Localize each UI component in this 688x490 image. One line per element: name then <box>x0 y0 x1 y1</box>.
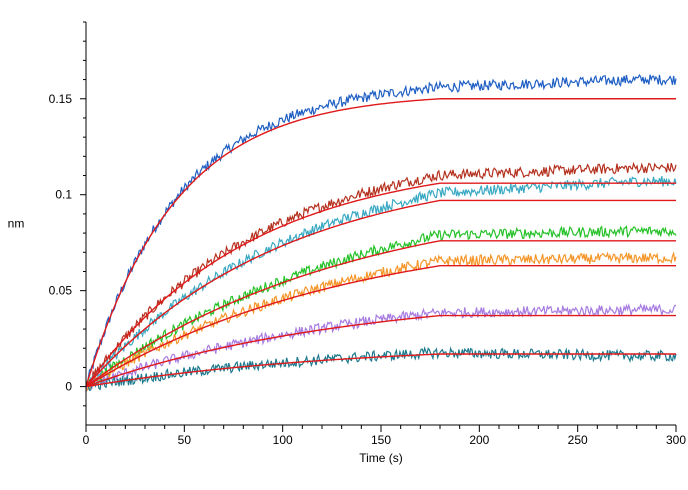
y-tick-label: 0 <box>65 380 72 394</box>
data-series-4 <box>85 225 677 387</box>
fit-series-4 <box>85 240 676 388</box>
y-tick-label: 0.1 <box>55 188 72 202</box>
data-series-2 <box>85 161 677 392</box>
fit-series-5 <box>85 265 676 388</box>
y-tick-label: 0.15 <box>49 92 73 106</box>
x-tick-label: 300 <box>666 433 686 447</box>
x-axis-ticks: 0 50 100 150 200 250 300 <box>83 425 686 447</box>
x-tick-label: 250 <box>568 433 588 447</box>
x-tick-label: 150 <box>371 433 391 447</box>
data-series-6 <box>85 303 677 392</box>
x-tick-label: 100 <box>273 433 293 447</box>
data-series-5 <box>85 251 677 392</box>
data-series-7 <box>85 346 677 392</box>
fit-series-2 <box>85 182 676 388</box>
x-tick-label: 0 <box>83 433 90 447</box>
fit-series-7 <box>85 353 676 388</box>
x-axis-title: Time (s) <box>359 451 403 465</box>
y-axis-title: nm <box>8 217 25 231</box>
y-axis-ticks: 0 0.05 0.1 0.15 <box>49 21 86 407</box>
data-curves <box>85 73 677 392</box>
fit-series-6 <box>85 314 676 388</box>
x-tick-label: 200 <box>469 433 489 447</box>
data-series-1 <box>85 73 677 386</box>
y-tick-label: 0.05 <box>49 284 73 298</box>
fit-series-1 <box>85 98 676 387</box>
x-tick-label: 50 <box>178 433 192 447</box>
fit-curves <box>85 98 676 388</box>
fit-series-3 <box>85 199 676 388</box>
data-series-3 <box>85 176 677 387</box>
